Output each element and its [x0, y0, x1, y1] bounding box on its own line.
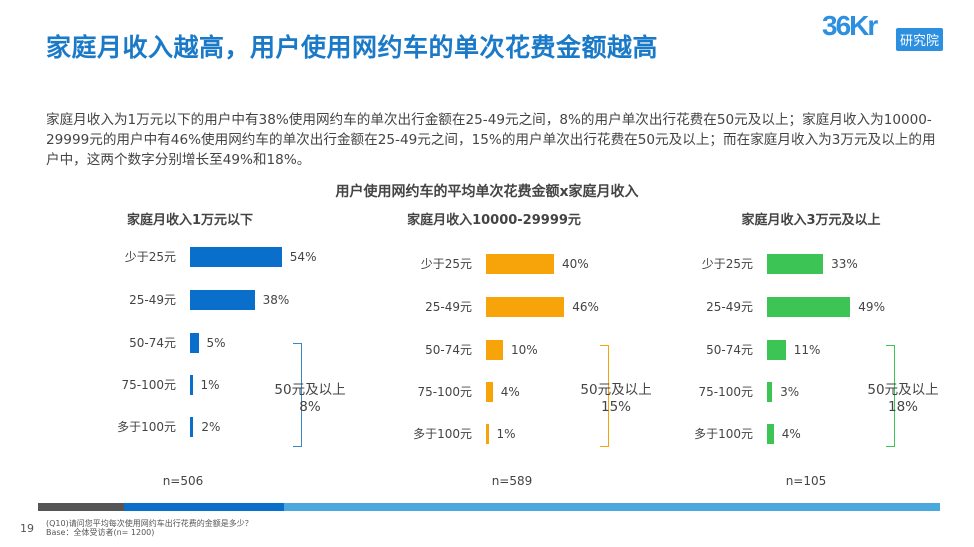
page-title: 家庭月收入越高，用户使用网约车的单次花费金额越高 — [46, 33, 659, 62]
bar — [486, 297, 565, 317]
category-label: 50-74元 — [129, 336, 176, 350]
category-label: 多于100元 — [694, 427, 753, 441]
category-label: 25-49元 — [129, 293, 176, 307]
bracket — [886, 345, 895, 447]
sample-size: n=506 — [162, 474, 204, 488]
category-label: 75-100元 — [121, 378, 176, 392]
bar — [486, 382, 493, 402]
annotation-label: 50元及以上 — [580, 382, 652, 398]
annotation-label: 50元及以上 — [867, 382, 939, 398]
data-label: 38% — [262, 293, 290, 307]
chart-subtitle: 家庭月收入3万元及以上 — [741, 213, 881, 228]
bar — [767, 382, 773, 402]
chart-title: 用户使用网约车的平均单次花费金额x家庭月收入 — [335, 184, 639, 200]
logo: 36Kr 研究院 — [822, 10, 957, 51]
bar — [486, 254, 554, 274]
footnote: (Q10)请问您平均每次使用网约车出行花费的金额是多少？ Base：全体受访者(… — [46, 519, 253, 537]
logo-badge: 研究院 — [896, 28, 944, 51]
bar — [190, 247, 282, 267]
category-label: 少于25元 — [420, 257, 472, 271]
bracket — [293, 343, 302, 447]
footnote-question: (Q10)请问您平均每次使用网约车出行花费的金额是多少？ — [46, 519, 253, 528]
bar — [486, 340, 503, 360]
summary-text: 家庭月收入为1万元以下的用户中有38%使用网约车的单次出行金额在25-49元之间… — [46, 112, 936, 168]
data-label: 33% — [831, 257, 858, 271]
category-label: 75-100元 — [698, 385, 753, 399]
data-label: 4% — [781, 427, 801, 441]
footer-strip-light — [284, 503, 940, 511]
category-label: 多于100元 — [413, 427, 472, 441]
data-label: 40% — [562, 257, 589, 271]
data-label: 10% — [511, 343, 538, 357]
bar — [190, 375, 193, 395]
logo-text: 36Kr — [822, 10, 878, 41]
sample-size: n=105 — [785, 474, 827, 488]
bar — [190, 333, 199, 353]
bar — [486, 424, 489, 444]
category-label: 50-74元 — [425, 343, 472, 357]
category-label: 25-49元 — [425, 300, 472, 314]
chart-subtitle: 家庭月收入10000-29999元 — [407, 213, 581, 228]
category-label: 多于100元 — [117, 420, 176, 434]
footer-strip-gray — [38, 503, 124, 511]
data-label: 5% — [206, 336, 226, 350]
chart-subtitle: 家庭月收入1万元以下 — [126, 213, 254, 228]
sample-size: n=589 — [491, 474, 533, 488]
category-label: 50-74元 — [706, 343, 753, 357]
bar — [767, 297, 851, 317]
annotation-label: 50元及以上 — [274, 382, 346, 398]
data-label: 3% — [780, 385, 800, 399]
category-label: 少于25元 — [701, 257, 753, 271]
category-label: 25-49元 — [706, 300, 753, 314]
footer-strip-blue — [124, 503, 284, 511]
bar — [190, 290, 255, 310]
bar — [767, 254, 824, 274]
footnote-base: Base：全体受访者(n= 1200) — [46, 528, 155, 537]
data-label: 46% — [572, 300, 599, 314]
annotation-value: 8% — [299, 399, 321, 415]
category-label: 75-100元 — [417, 385, 472, 399]
bar — [190, 417, 194, 437]
page-number: 19 — [20, 522, 34, 535]
data-label: 54% — [289, 250, 317, 264]
data-label: 4% — [500, 385, 520, 399]
data-label: 49% — [858, 300, 885, 314]
data-label: 1% — [200, 378, 220, 392]
annotation-value: 15% — [600, 399, 631, 415]
bar — [767, 424, 774, 444]
data-label: 2% — [201, 420, 221, 434]
bar — [767, 340, 786, 360]
annotation-value: 18% — [887, 399, 918, 415]
data-label: 1% — [496, 427, 516, 441]
category-label: 少于25元 — [124, 250, 176, 264]
data-label: 11% — [793, 343, 821, 357]
bracket — [600, 345, 609, 447]
